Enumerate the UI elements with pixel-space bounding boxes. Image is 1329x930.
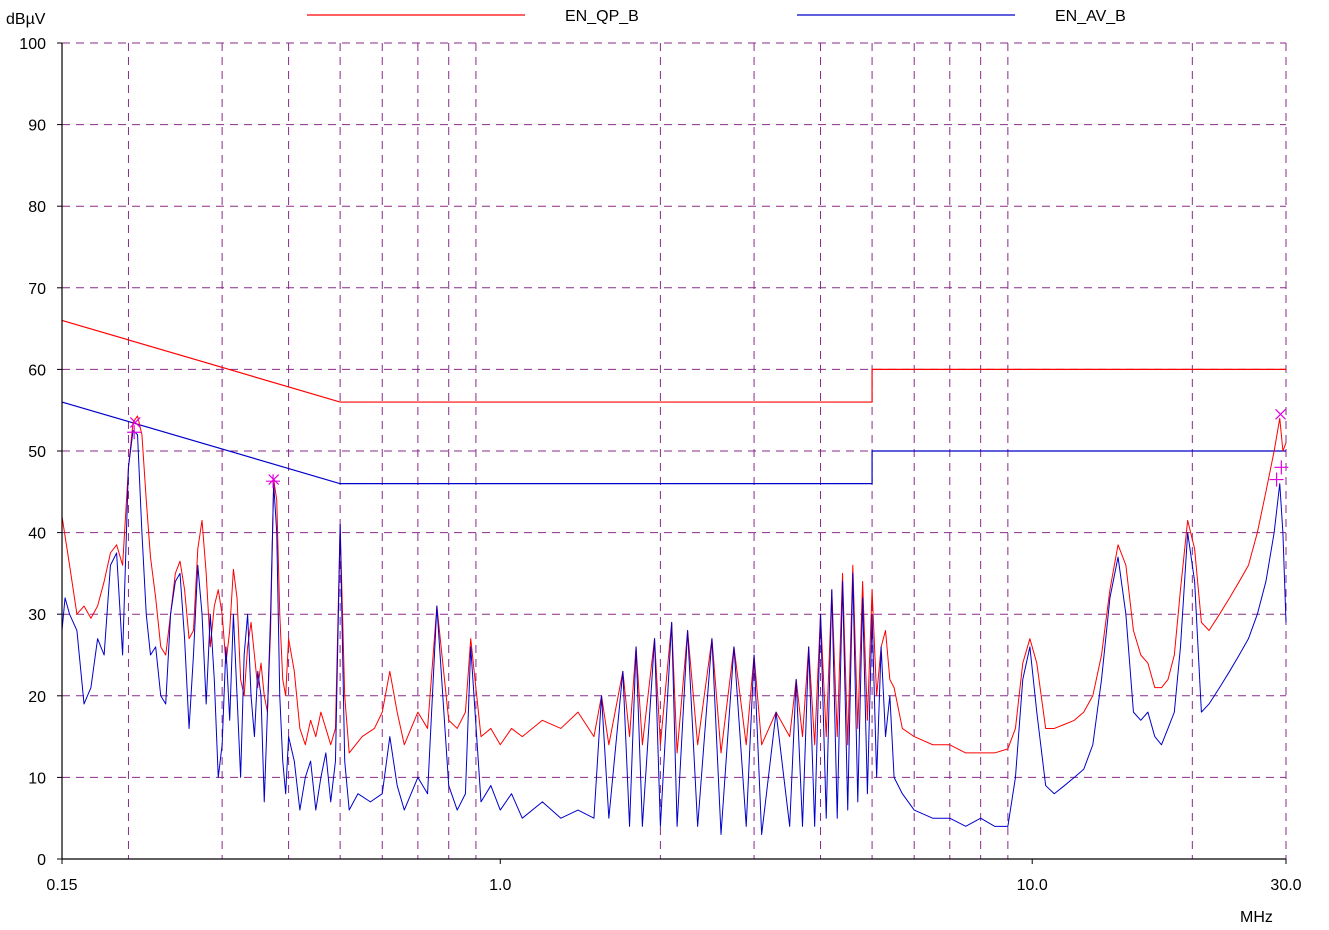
limit-line-qp [61,319,1286,403]
y-tick-label: 20 [28,689,46,706]
av-peak-marker [127,425,142,440]
legend-label-av: EN_AV_B [1055,8,1126,25]
x-tick-label: 0.15 [46,877,77,894]
y-tick-label: 30 [28,607,46,624]
y-tick-label: 80 [28,199,46,216]
y-tick-label: 100 [19,36,46,53]
av-peak-marker [1269,472,1284,487]
x-unit-label: MHz [1240,909,1273,926]
limit-line-av [61,401,1286,485]
x-tick-label: 30.0 [1270,877,1301,894]
limit-lines [61,319,1286,485]
qp-peak-marker [268,474,280,485]
qp-trace [61,415,1287,754]
y-tick-label: 70 [28,281,46,298]
av-trace [61,430,1287,836]
axes: 0 10 20 30 40 50 60 70 80 90 100 0.15 1.0 10.0 30.0 [19,36,1301,894]
legend: EN_QP_B EN_AV_B [307,8,1126,25]
peak-markers [127,408,1289,489]
av-peak-marker [1274,460,1289,475]
qp-peak-marker [1275,408,1286,420]
x-tick-label: 1.0 [489,877,511,894]
y-unit-label: dBµV [6,11,46,28]
y-tick-label: 50 [28,444,46,461]
x-tick-label: 10.0 [1017,877,1048,894]
y-tick-label: 90 [28,118,46,135]
measurement-traces [61,415,1287,836]
y-tick-label: 60 [28,362,46,379]
qp-peak-marker [129,417,141,428]
legend-label-qp: EN_QP_B [565,8,639,25]
y-tick-label: 0 [37,852,46,869]
y-tick-label: 10 [28,770,46,787]
y-tick-label: 40 [28,526,46,543]
av-peak-marker [266,474,281,489]
